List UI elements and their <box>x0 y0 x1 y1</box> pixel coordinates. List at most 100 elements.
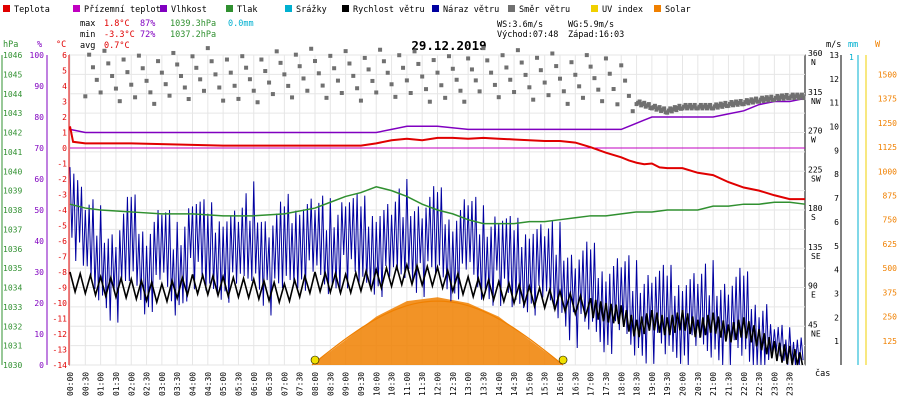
wind-direction-point <box>416 61 421 66</box>
wind-direction-point <box>301 76 306 81</box>
temperature-tick-label: 6 <box>62 51 67 60</box>
x-tick-label: 18:30 <box>633 372 642 396</box>
temperature-tick-label: -14 <box>53 361 68 370</box>
wind-direction-point <box>113 86 118 91</box>
wind-direction-point <box>385 70 390 75</box>
wind-direction-point <box>339 90 344 95</box>
wind-direction-point <box>427 99 432 104</box>
solar-tick-label: 1500 <box>878 70 897 79</box>
wind-direction-point <box>577 84 582 89</box>
temperature-tick-label: -3 <box>57 191 67 200</box>
x-tick-label: 06:30 <box>265 372 274 396</box>
wind-direction-point <box>714 102 719 107</box>
wind-tick-label: 10 <box>829 123 839 132</box>
wind-direction-point <box>397 53 402 58</box>
x-tick-label: 18:00 <box>617 372 626 396</box>
stats-max-hum: 87% <box>140 19 155 29</box>
wind-direction-point <box>163 82 168 87</box>
wind-speed-info: WS:3.6m/s <box>497 20 543 30</box>
wind-direction-point <box>140 66 145 71</box>
wind-direction-point <box>221 98 226 103</box>
x-tick-label: 21:30 <box>724 372 733 396</box>
wind-direction-point <box>630 109 635 114</box>
wind-direction-point <box>790 92 795 97</box>
wind-direction-point <box>278 60 283 65</box>
wind-direction-point <box>454 77 459 82</box>
direction-tick-label: 270 <box>808 127 823 136</box>
x-tick-label: 04:30 <box>204 372 213 396</box>
x-tick-label: 02:00 <box>127 372 136 396</box>
humidity-tick-label: 30 <box>34 268 44 277</box>
wind-direction-point <box>106 61 111 66</box>
legend-label: Srážky <box>296 5 327 15</box>
wind-tick-label: 4 <box>834 266 839 275</box>
x-tick-label: 12:00 <box>434 372 443 396</box>
wind-direction-point <box>626 93 631 98</box>
wind-direction-point <box>760 95 765 100</box>
wind-direction-point <box>698 102 703 107</box>
humidity-tick-label: 10 <box>34 330 44 339</box>
wind-direction-point <box>615 102 620 107</box>
x-tick-label: 23:30 <box>786 372 795 396</box>
solar-tick-label: 875 <box>883 191 898 200</box>
wind-direction-point <box>412 49 417 54</box>
x-tick-label: 13:00 <box>464 372 473 396</box>
wind-direction-point <box>347 61 352 66</box>
wind-direction-point <box>674 108 679 113</box>
wind-direction-point <box>565 101 570 106</box>
temperature-tick-label: 4 <box>62 82 67 91</box>
x-tick-label: 08:30 <box>326 372 335 396</box>
wind-direction-point <box>251 88 256 93</box>
solar-tick-label: 1250 <box>878 119 897 128</box>
wind-direction-point <box>675 105 680 110</box>
wind-direction-point <box>129 82 134 87</box>
wind-direction-point <box>592 76 597 81</box>
chart-legend: Teplota Přízemní teplota Vlhkost Tlak Srážky… <box>3 5 691 15</box>
wind-direction-point <box>477 89 482 94</box>
humidity-tick-label: 20 <box>34 299 44 308</box>
humidity-line <box>69 97 806 134</box>
wind-direction-point <box>217 85 222 90</box>
legend-label: Přízemní teplota <box>84 5 166 15</box>
hpa-unit-label: hPa <box>3 40 18 50</box>
wind-direction-point <box>573 72 578 77</box>
legend-swatch <box>342 5 349 12</box>
wind-direction-point <box>159 70 164 75</box>
wind-direction-point <box>267 80 272 85</box>
wind-direction-point <box>420 74 425 79</box>
wind-direction-point <box>374 90 379 95</box>
solar-tick-label: 1125 <box>878 143 897 152</box>
wind-direction-point <box>90 65 95 70</box>
legend-swatch <box>3 5 10 12</box>
wind-direction-point <box>102 48 107 53</box>
wind-direction-point <box>309 46 314 51</box>
x-tick-label: 05:00 <box>219 372 228 396</box>
wind-direction-point <box>672 105 677 110</box>
temperature-tick-label: 1 <box>62 129 67 138</box>
wind-direction-point <box>213 72 218 77</box>
sunset-info: Západ:16:03 <box>568 30 624 40</box>
solar-tick-label: 1375 <box>878 95 897 104</box>
wind-direction-point <box>569 60 574 65</box>
wind-direction-point <box>738 98 743 103</box>
wind-direction-point <box>535 55 540 60</box>
wind-direction-point <box>316 71 321 76</box>
x-tick-label: 11:00 <box>403 372 412 396</box>
wind-direction-point <box>764 95 769 100</box>
wind-direction-point <box>542 80 547 85</box>
pressure-tick-label: 1039 <box>3 187 22 196</box>
wind-direction-point <box>754 96 758 101</box>
pressure-tick-label: 1046 <box>3 51 22 60</box>
wind-direction-point <box>205 46 210 51</box>
wind-direction-point <box>596 87 601 92</box>
wind-gust-line <box>69 167 804 366</box>
x-tick-label: 11:30 <box>418 372 427 396</box>
direction-compass-label: N <box>811 58 816 67</box>
wind-direction-point <box>270 92 275 97</box>
wind-tick-label: 12 <box>829 75 839 84</box>
wind-tick-label: 3 <box>834 289 839 298</box>
wind-direction-point <box>313 59 317 64</box>
x-tick-label: 14:30 <box>510 372 519 396</box>
wind-direction-point <box>401 65 406 70</box>
